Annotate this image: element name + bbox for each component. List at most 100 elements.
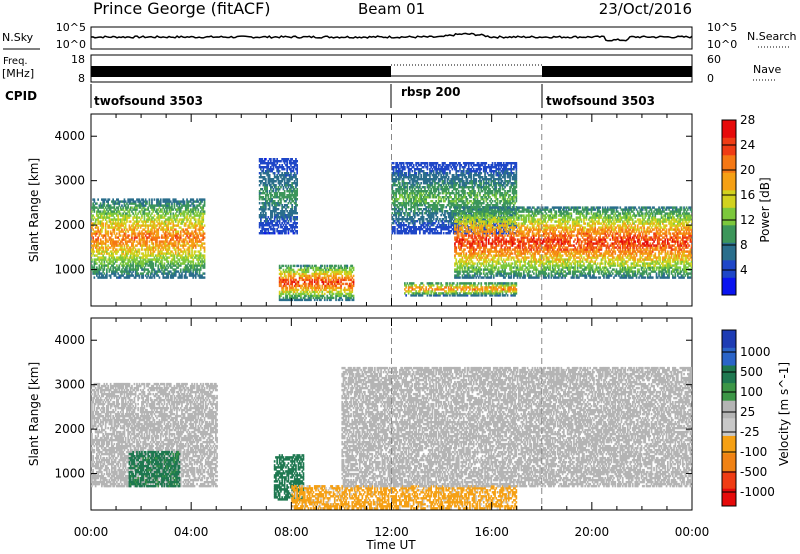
power-cell <box>454 164 456 167</box>
power-cell <box>317 276 320 280</box>
power-cell <box>410 164 412 167</box>
power-cell <box>281 226 283 229</box>
power-cell <box>288 218 291 221</box>
power-cell <box>276 218 278 221</box>
power-cell <box>290 230 292 233</box>
power-cell <box>191 224 193 227</box>
power-cell <box>291 194 293 197</box>
power-cell <box>131 232 133 235</box>
power-cell <box>124 206 127 209</box>
power-cell <box>183 216 186 219</box>
power-cell <box>128 238 131 241</box>
power-cell <box>127 234 129 237</box>
power-cell <box>276 174 278 177</box>
power-cell <box>411 166 414 169</box>
power-cell <box>347 278 350 282</box>
power-cell <box>338 272 341 276</box>
power-cell <box>157 254 160 257</box>
power-cell <box>444 168 446 171</box>
power-cell <box>404 194 406 197</box>
power-cell <box>440 170 442 173</box>
power-cell <box>147 260 149 263</box>
power-cell <box>261 160 263 163</box>
power-cell <box>282 176 285 179</box>
power-cell <box>108 208 111 211</box>
power-cell <box>281 210 283 213</box>
power-cell <box>425 182 427 185</box>
power-cell <box>117 236 119 239</box>
power-cell <box>161 258 163 261</box>
power-cell <box>258 224 261 227</box>
power-cell <box>352 278 355 282</box>
power-cell <box>296 194 298 197</box>
power-cell <box>152 250 155 253</box>
power-cell <box>415 198 417 201</box>
power-cell <box>302 290 305 294</box>
power-cell <box>262 212 265 215</box>
power-cell <box>109 268 112 271</box>
power-cell <box>171 260 173 263</box>
power-cell <box>270 200 272 203</box>
power-cell <box>196 254 198 257</box>
power-cell <box>144 260 147 263</box>
power-cell <box>139 258 142 261</box>
power-cell <box>290 272 292 276</box>
power-cell <box>419 232 421 235</box>
power-cell <box>447 192 450 195</box>
power-cell <box>91 258 93 261</box>
power-cell <box>450 196 452 199</box>
power-cell <box>97 236 99 239</box>
power-cell <box>192 268 195 271</box>
power-cell <box>434 166 436 169</box>
power-cell <box>133 250 136 253</box>
power-cell <box>183 256 186 259</box>
power-cell <box>416 182 419 185</box>
power-cell <box>132 218 134 221</box>
power-cell <box>291 182 293 185</box>
power-cell <box>119 200 122 203</box>
power-cell <box>410 184 412 187</box>
power-cell <box>98 248 101 251</box>
power-cell <box>132 262 134 265</box>
power-cell <box>333 282 336 286</box>
power-cell <box>454 230 456 233</box>
power-cell <box>350 292 352 296</box>
power-cell <box>154 254 157 257</box>
power-cell <box>395 208 397 211</box>
power-cell <box>262 176 265 179</box>
power-cell <box>104 212 107 215</box>
power-cell <box>431 228 434 231</box>
power-cell <box>283 182 286 185</box>
power-cell <box>171 254 173 257</box>
power-cell <box>278 170 281 173</box>
power-cell <box>153 218 156 221</box>
power-cell <box>270 220 272 223</box>
power-cell <box>192 212 195 215</box>
power-cell <box>291 224 293 227</box>
power-cell <box>164 210 167 213</box>
power-cell <box>402 164 405 167</box>
power-cell <box>192 208 195 211</box>
power-cell <box>277 212 280 215</box>
power-cell <box>103 252 106 255</box>
power-cell <box>122 234 124 237</box>
power-cell <box>287 206 290 209</box>
power-cell <box>108 254 111 257</box>
power-cell <box>158 204 161 207</box>
power-cell <box>197 258 200 261</box>
power-cell <box>194 220 197 223</box>
power-cell <box>181 276 183 279</box>
power-cell <box>405 232 407 235</box>
power-cell <box>410 228 412 231</box>
power-cell <box>147 274 149 277</box>
power-cell <box>182 246 185 249</box>
power-cell <box>310 296 312 300</box>
power-cell <box>261 192 263 195</box>
power-cell <box>426 174 429 177</box>
power-cell <box>192 244 195 247</box>
power-cell <box>162 246 165 249</box>
power-cell <box>117 272 119 275</box>
power-cell <box>184 222 187 225</box>
power-cell <box>285 280 287 284</box>
power-cell <box>444 228 446 231</box>
